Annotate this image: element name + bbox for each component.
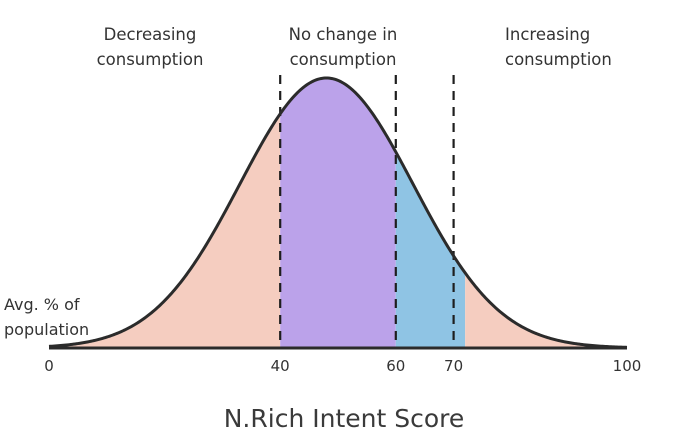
x-tick-label-60: 60 — [386, 357, 406, 375]
region-label-increasing-line-1: Increasing — [505, 25, 591, 44]
region-label-decreasing-line-2: consumption — [96, 50, 204, 69]
y-axis-label-line-2: population — [4, 320, 90, 339]
region-label-decreasing: Decreasing consumption — [74, 22, 226, 72]
x-tick-label-70: 70 — [444, 357, 464, 375]
region-label-increasing-line-2: consumption — [505, 50, 612, 69]
region-label-no-change-line-1: No change in — [288, 25, 398, 44]
region-fill-1 — [280, 78, 396, 348]
region-label-no-change-line-2: consumption — [289, 50, 397, 69]
region-fill-0 — [49, 113, 281, 348]
region-label-decreasing-line-1: Decreasing — [103, 25, 197, 44]
x-axis-title: N.Rich Intent Score — [223, 404, 465, 433]
x-tick-label-0: 0 — [44, 357, 54, 375]
region-fill-3 — [465, 272, 627, 348]
region-fill-2 — [395, 151, 466, 348]
x-tick-label-100: 100 — [612, 357, 642, 375]
region-label-no-change: No change in consumption — [262, 22, 424, 72]
region-fills — [49, 78, 627, 348]
distribution-curve — [48, 76, 628, 349]
y-axis-label: Avg. % of population — [4, 292, 89, 342]
y-axis-label-line-1: Avg. % of — [4, 295, 80, 314]
region-label-increasing: Increasing consumption — [505, 22, 625, 72]
threshold-lines — [279, 75, 455, 348]
x-tick-label-40: 40 — [270, 357, 290, 375]
